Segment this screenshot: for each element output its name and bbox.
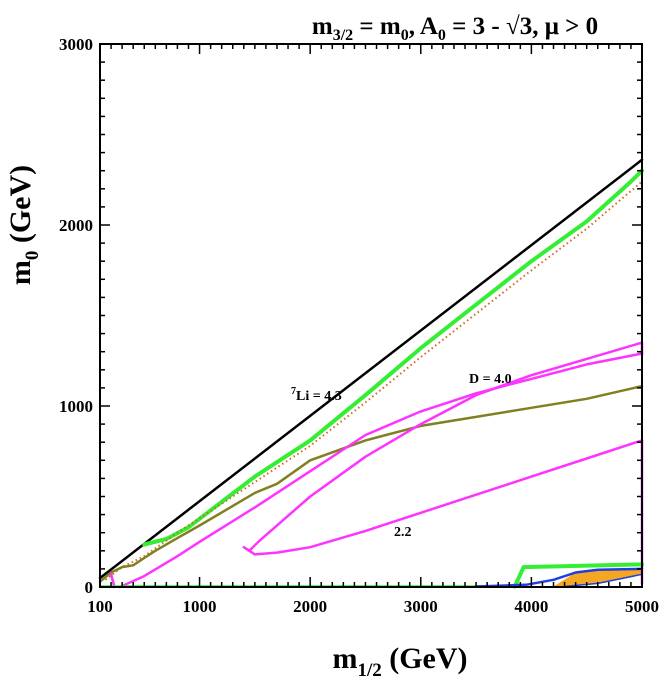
series-line-2 (104, 180, 643, 581)
x-tick-label-0: 100 (87, 597, 113, 616)
chart-title: m3/2 = m0, A0 = 3 - √3, μ > 0 (312, 13, 598, 44)
series-line-0 (98, 158, 644, 580)
x-axis: 100 1000 2000 3000 4000 5000 (87, 44, 659, 616)
annotation-22: 2.2 (394, 525, 412, 540)
annotation-d: D = 4.0 (469, 372, 512, 387)
y-tick-label-0: 0 (85, 578, 94, 597)
plot-frame (99, 43, 643, 588)
series-layer (98, 158, 644, 589)
annotation-li: 7Li = 4.3 (291, 386, 342, 404)
x-tick-label-5: 5000 (625, 597, 659, 616)
series-line-6 (242, 439, 644, 556)
series-line-5 (248, 341, 644, 553)
series-line-4 (118, 352, 644, 589)
series-line-8 (109, 573, 116, 589)
series-line-12 (563, 573, 643, 588)
series-line-1 (142, 168, 644, 547)
x-axis-title: m1/2 (GeV) (332, 642, 467, 681)
y-axis: 0 1000 2000 3000 (59, 35, 642, 597)
series-line-11 (474, 567, 644, 588)
y-axis-title: m0 (GeV) (4, 165, 43, 285)
x-tick-label-2: 2000 (293, 597, 327, 616)
y-tick-label-1: 1000 (59, 397, 93, 416)
series-line-10 (512, 562, 644, 589)
x-tick-label-4: 4000 (514, 597, 548, 616)
y-tick-label-2: 2000 (59, 216, 93, 235)
series-line-3 (98, 384, 644, 583)
y-tick-label-3: 3000 (59, 35, 93, 54)
x-tick-label-1: 1000 (183, 597, 217, 616)
x-tick-label-3: 3000 (404, 597, 438, 616)
